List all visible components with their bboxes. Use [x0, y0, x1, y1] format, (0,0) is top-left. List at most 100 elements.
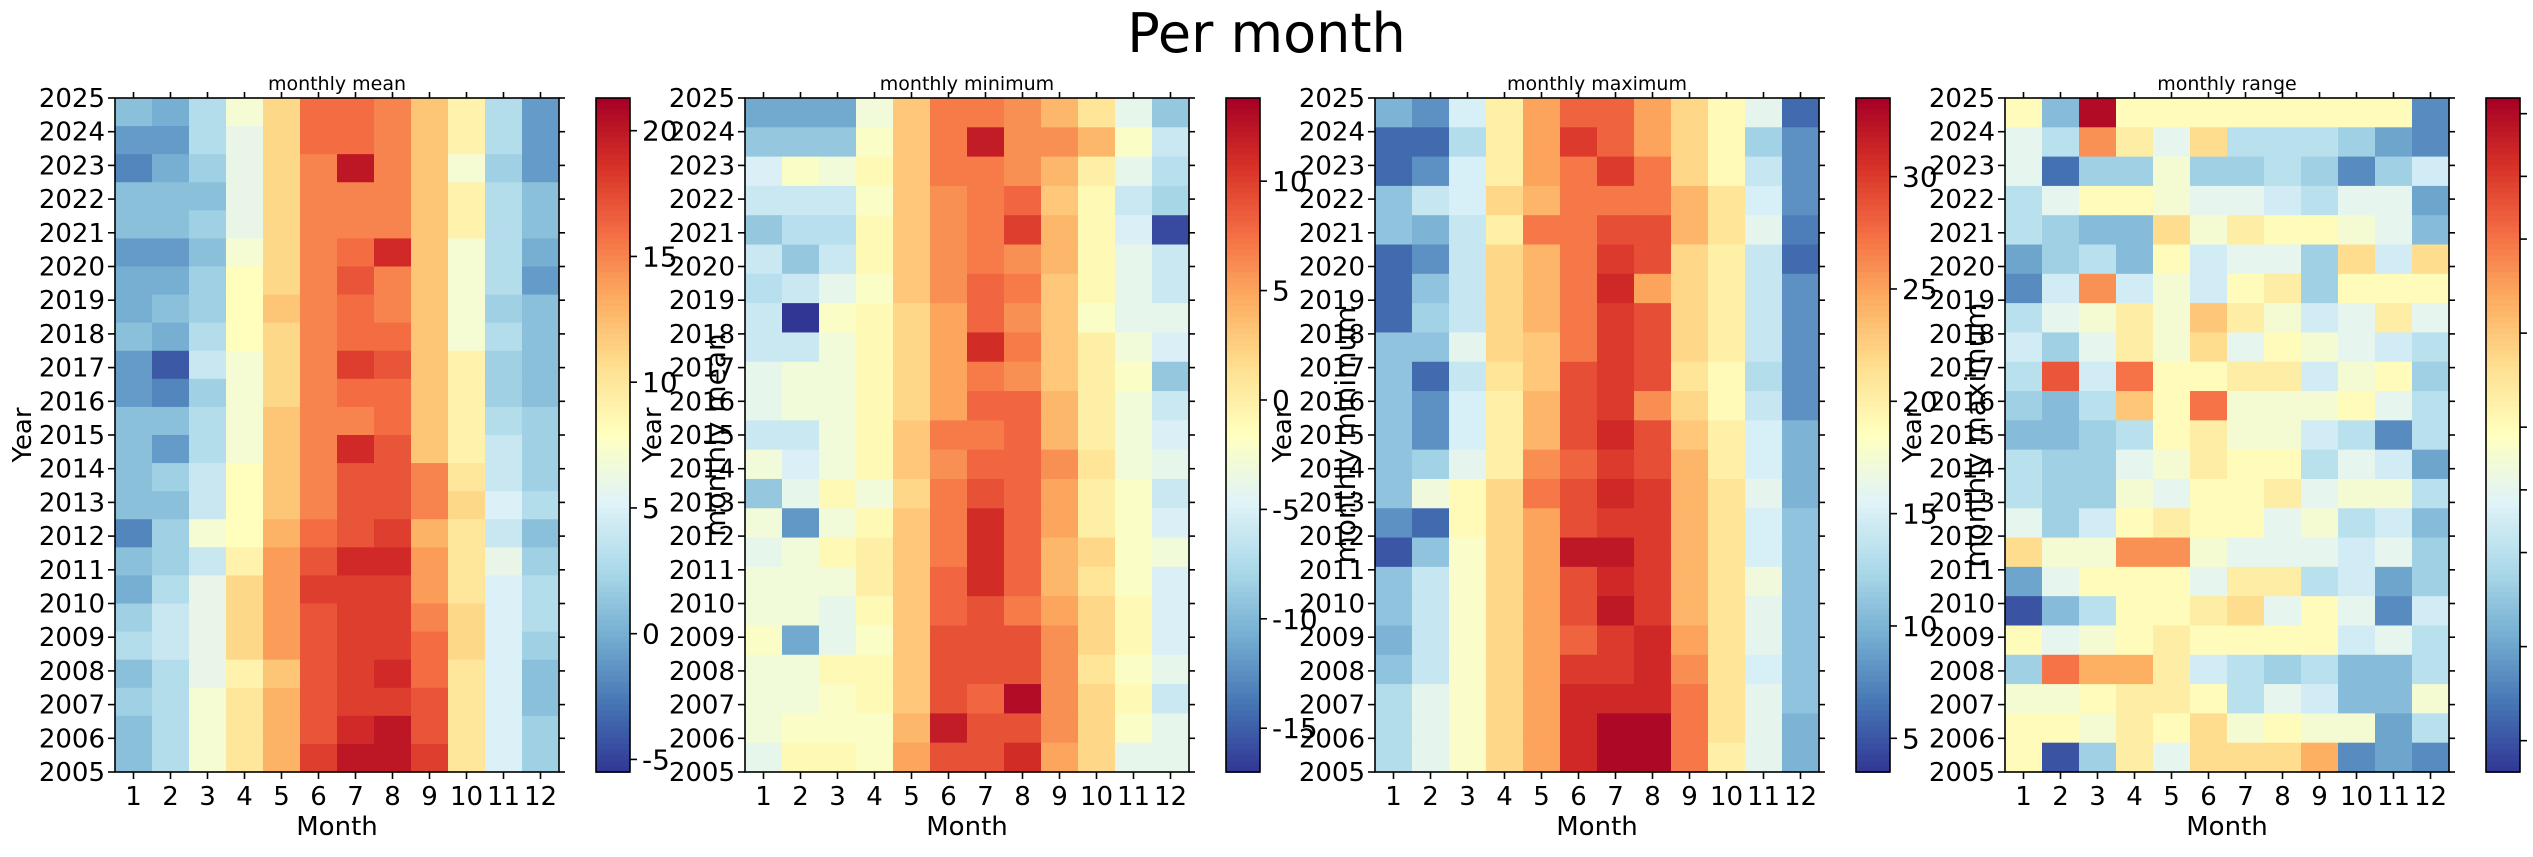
heatmap-cell	[2375, 596, 2413, 627]
heatmap-cell	[967, 742, 1005, 773]
heatmap-cell	[1560, 391, 1598, 421]
heatmap-cell	[300, 350, 338, 380]
heatmap-cell	[152, 322, 190, 352]
heatmap-cell	[522, 603, 560, 633]
colorbar-swatch	[1226, 603, 1260, 610]
heatmap-cell	[2190, 625, 2228, 656]
heatmap-cell	[411, 98, 449, 127]
heatmap-cell	[226, 491, 264, 520]
heatmap-cell	[1041, 684, 1079, 714]
x-tick-label: 12	[524, 782, 557, 812]
heatmap-cell	[1412, 713, 1450, 744]
heatmap-cell	[337, 519, 375, 548]
heatmap-cell	[448, 687, 486, 717]
heatmap-cell	[337, 294, 375, 324]
heatmap-cell	[2042, 566, 2080, 597]
colorbar-swatch	[1226, 199, 1260, 206]
heatmap-cell	[1782, 742, 1820, 773]
heatmap-cell	[300, 659, 338, 689]
heatmap-cell	[2412, 713, 2450, 744]
heatmap-cell	[1041, 215, 1079, 246]
heatmap-cell	[2375, 625, 2413, 656]
heatmap-cell	[522, 266, 560, 296]
heatmap-cell	[856, 713, 894, 744]
heatmap-cell	[263, 98, 301, 127]
heatmap-cell	[2153, 420, 2191, 451]
y-tick-label: 2016	[1299, 387, 1365, 417]
heatmap-cell	[2338, 449, 2376, 480]
heatmap-cell	[522, 238, 560, 268]
heatmap-cell	[819, 215, 857, 246]
heatmap-cell	[1152, 303, 1190, 334]
heatmap-cell	[1560, 625, 1598, 656]
colorbar-swatch	[2486, 508, 2520, 515]
heatmap-cell	[2227, 684, 2265, 714]
colorbar-swatch	[596, 760, 630, 768]
y-tick-label: 2013	[1929, 488, 1995, 518]
heatmap-cell	[1745, 625, 1783, 656]
heatmap-cell	[337, 659, 375, 689]
heatmap-cell	[2412, 127, 2450, 158]
colorbar-swatch	[596, 620, 630, 627]
heatmap-cell	[2079, 478, 2117, 509]
heatmap-cell	[1671, 98, 1709, 128]
heatmap-cell	[2190, 449, 2228, 480]
heatmap-cell	[2116, 508, 2154, 539]
heatmap-cell	[2412, 391, 2450, 421]
y-tick-label: 2018	[1299, 320, 1365, 350]
colorbar-swatch	[2486, 575, 2520, 582]
heatmap-cell	[2375, 713, 2413, 744]
colorbar-swatch	[596, 457, 630, 464]
heatmap-cell	[2153, 566, 2191, 597]
colorbar-tick-label: 5	[1272, 275, 1290, 308]
heatmap-cell	[522, 659, 560, 689]
heatmap-cell	[1486, 478, 1524, 509]
colorbar-swatch	[2486, 204, 2520, 212]
heatmap-cell	[930, 713, 968, 744]
heatmap-cell	[2301, 273, 2339, 304]
colorbar-swatch	[1226, 311, 1260, 318]
heatmap-cell	[967, 215, 1005, 246]
heatmap-cell	[226, 715, 264, 745]
colorbar-swatch	[596, 272, 630, 279]
colorbar-swatch	[1856, 98, 1890, 105]
colorbar-swatch	[596, 524, 630, 532]
heatmap-cell	[1597, 215, 1635, 246]
heatmap-cell	[115, 126, 153, 155]
colorbar-swatch	[2486, 193, 2520, 200]
colorbar-swatch	[1856, 406, 1890, 414]
heatmap-cell	[448, 435, 486, 464]
heatmap-cell	[1745, 185, 1783, 216]
heatmap-cell	[485, 294, 523, 324]
heatmap-cell	[374, 126, 412, 155]
colorbar-swatch	[1226, 552, 1260, 560]
heatmap-cell	[856, 98, 894, 128]
colorbar-swatch	[596, 165, 630, 172]
colorbar-swatch	[1856, 760, 1890, 768]
colorbar-tick-label: 15	[642, 240, 678, 273]
colorbar-swatch	[2486, 485, 2520, 492]
y-tick-label: 2020	[669, 253, 735, 283]
heatmap-cell	[1486, 508, 1524, 539]
colorbar-swatch	[596, 317, 630, 324]
colorbar-swatch	[2486, 232, 2520, 240]
y-tick-label: 2007	[669, 691, 735, 721]
colorbar-swatch	[596, 159, 630, 167]
heatmap-cell	[2190, 391, 2228, 421]
colorbar-swatch	[596, 215, 630, 223]
colorbar-swatch	[2486, 137, 2520, 144]
colorbar-swatch	[2486, 227, 2520, 234]
heatmap-cell	[856, 361, 894, 392]
heatmap-cell	[1782, 273, 1820, 304]
heatmap-cell	[2227, 713, 2265, 744]
colorbar-swatch	[596, 283, 630, 290]
heatmap-cell	[2301, 244, 2339, 275]
heatmap-cell	[522, 182, 560, 211]
heatmap-cell	[337, 406, 375, 436]
heatmap-cell	[2264, 332, 2302, 363]
colorbar-swatch	[596, 451, 630, 459]
colorbar-tick-label: 10	[1272, 165, 1308, 198]
heatmap-cell	[1745, 244, 1783, 275]
heatmap-cell	[1782, 156, 1820, 187]
heatmap-cell	[1449, 127, 1487, 158]
